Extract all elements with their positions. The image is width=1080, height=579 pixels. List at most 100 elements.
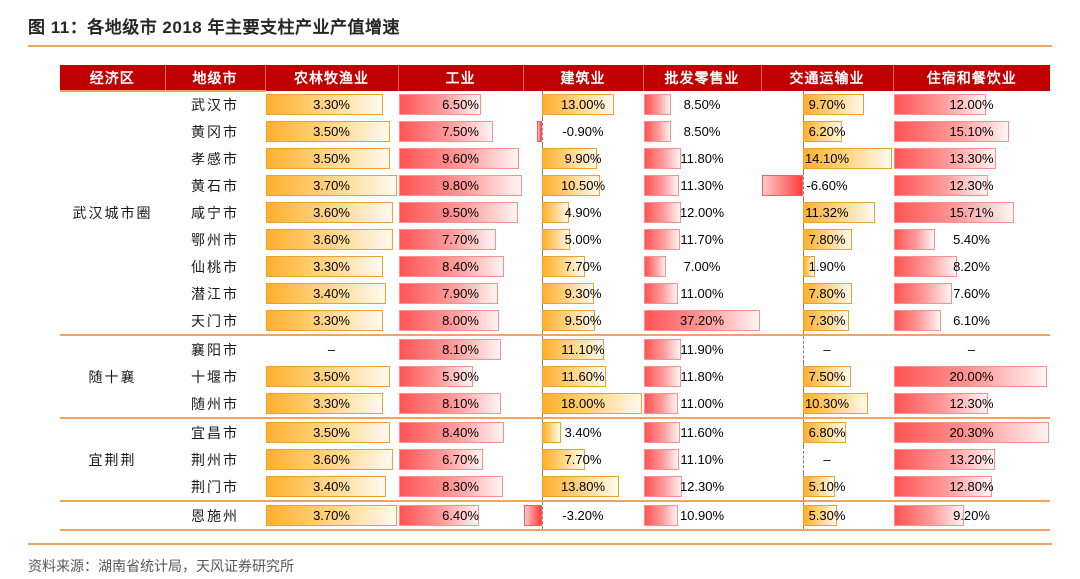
cell-box: 11.10% [644,446,760,473]
data-bar [894,121,1010,142]
city-cell: 荆州市 [191,453,239,469]
data-bar [266,505,397,526]
value-cell: 6.20% [761,118,893,145]
cell-box: -6.60% [762,172,892,199]
value-cell: – [761,446,893,473]
table-row: 恩施州 3.70% 6.40% -3.20% 10.90% 5.30% 9.20% [60,501,1050,531]
cell-box: 10.90% [644,502,760,529]
value-label: 13.20% [949,452,994,467]
cell-box: 11.90% [644,336,760,363]
cell-box: 6.70% [399,446,522,473]
table-body: 武汉城市圈 武汉市 3.30% 6.50% 13.00% 8.50% 9.70% 12.00%… [60,91,1050,531]
data-bar [644,393,679,414]
cell-box: 12.00% [644,199,760,226]
value-label: 9.50% [564,313,602,328]
data-bar [399,202,519,223]
value-label: 3.40% [564,425,602,440]
axis-line [541,118,543,145]
value-label: 20.30% [949,425,994,440]
value-cell: 7.30% [761,307,893,336]
value-label: 6.70% [442,452,479,467]
data-bar [266,121,390,142]
value-cell: 11.60% [523,363,643,390]
value-cell: 3.60% [265,446,398,473]
cell-box: 5.00% [524,226,642,253]
data-bar [644,476,683,497]
value-label: 8.10% [442,396,479,411]
cell-box: 6.40% [399,502,522,529]
value-cell: 6.40% [398,501,523,531]
value-label: 8.40% [442,259,479,274]
value-label: 5.90% [442,369,479,384]
value-label: 12.30% [679,479,725,494]
value-cell: 7.00% [643,253,761,280]
value-cell: 3.30% [265,390,398,419]
value-label: 3.70% [313,178,350,193]
table-row: 潜江市 3.40% 7.90% 9.30% 11.00% 7.80% 7.60% [60,280,1050,307]
value-label: 5.40% [953,232,990,247]
data-bar [894,393,988,414]
value-cell: 5.40% [893,226,1050,253]
data-bar [266,148,390,169]
city-cell: 宜昌市 [191,426,239,442]
cell-box: 3.30% [266,307,397,334]
city-cell: 黄冈市 [191,125,239,141]
cell-box: 3.40% [266,280,397,307]
value-cell: 12.00% [643,199,761,226]
value-label: 9.50% [442,205,479,220]
value-label: – [967,342,976,357]
value-cell: 3.30% [265,91,398,118]
value-cell: 12.00% [893,91,1050,118]
cell-box: 8.50% [644,91,760,118]
cell-box: 11.00% [644,280,760,307]
city-cell: 荆门市 [165,473,265,502]
value-cell: 3.50% [265,118,398,145]
value-label: -6.60% [806,178,848,193]
data-bar-table: 经济区 地级市 农林牧渔业 工业 建筑业 批发零售业 交通运输业 住宿和餐饮业 武汉城市圈 武汉… [60,65,1050,531]
cell-box: 12.00% [894,91,1049,118]
value-label: 8.50% [683,97,721,112]
cell-box: 7.70% [524,253,642,280]
value-label: 6.80% [808,425,846,440]
value-cell: 13.20% [893,446,1050,473]
value-label: 12.80% [949,479,994,494]
axis-line [541,502,543,529]
value-cell: 9.50% [523,307,643,336]
value-label: 6.50% [442,97,479,112]
cell-box: 6.80% [762,419,892,446]
footer-rule [28,543,1052,545]
value-cell: 11.70% [643,226,761,253]
cell-box: 3.50% [266,419,397,446]
data-bar [541,310,595,331]
city-cell: 襄阳市 [191,343,239,359]
data-bar [803,422,847,443]
cell-box: 8.10% [399,336,522,363]
value-label: 9.20% [953,508,990,523]
value-cell: 12.30% [893,172,1050,199]
data-bar [644,283,679,304]
value-cell: 8.40% [398,418,523,446]
data-bar [894,505,965,526]
value-label: 7.50% [808,369,846,384]
data-bar [524,505,542,526]
value-label: 11.10% [561,342,605,357]
data-bar [266,393,383,414]
cell-box: 6.10% [894,307,1049,334]
value-cell: 9.50% [398,199,523,226]
cell-box: 6.50% [399,91,522,118]
data-bar [803,366,851,387]
table-row: 十堰市 3.50% 5.90% 11.60% 11.80% 7.50% 20.00% [60,363,1050,390]
cell-box: 7.70% [524,446,642,473]
data-bar [266,175,397,196]
value-cell: 11.10% [523,335,643,363]
cell-box: 10.50% [524,172,642,199]
data-bar [399,366,474,387]
value-cell: 3.30% [265,307,398,336]
data-bar [266,229,394,250]
data-bar [894,310,941,331]
value-cell: 9.80% [398,172,523,199]
data-bar [894,449,995,470]
data-bar [541,256,585,277]
value-cell: 7.70% [523,446,643,473]
